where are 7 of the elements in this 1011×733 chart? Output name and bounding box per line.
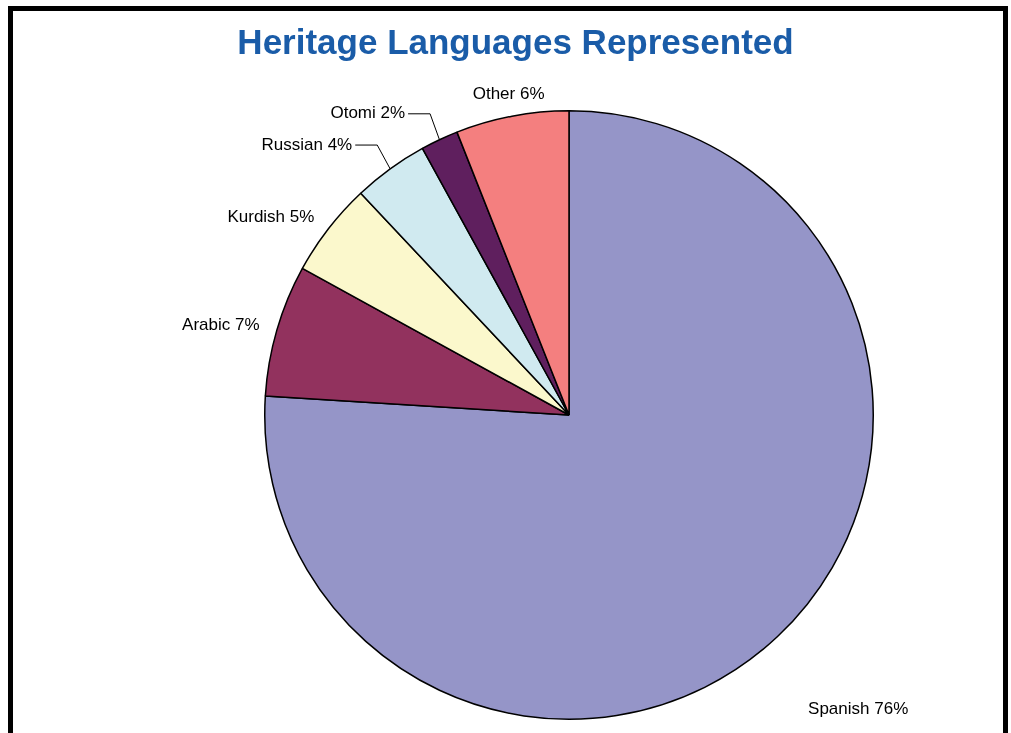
chart-title: Heritage Languages Represented: [236, 22, 795, 62]
slice-label: Spanish 76%: [808, 699, 909, 719]
slice-label: Russian 4%: [261, 134, 353, 154]
slice-label: Other 6%: [472, 84, 545, 104]
slice-label: Otomi 2%: [330, 103, 406, 123]
slice-label: Kurdish 5%: [227, 207, 315, 227]
slice-label: Arabic 7%: [182, 314, 260, 334]
